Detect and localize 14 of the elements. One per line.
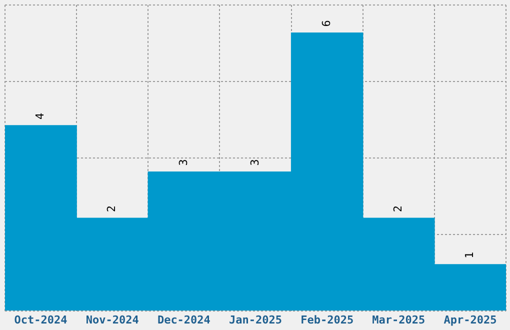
data-label: 2 <box>392 206 404 212</box>
x-tick-label: Apr-2025 <box>444 313 497 326</box>
data-label: 3 <box>176 159 190 166</box>
data-label: 6 <box>320 20 333 27</box>
x-tick-label: Dec-2024 <box>157 313 211 326</box>
data-label: 4 <box>34 112 47 120</box>
data-label: 3 <box>248 159 262 166</box>
x-tick-label: Oct-2024 <box>14 313 68 326</box>
data-label: 2 <box>105 206 118 212</box>
data-label: 1 <box>463 252 476 258</box>
x-tick-label: Nov-2024 <box>86 313 140 326</box>
x-tick-label: Jan-2025 <box>229 313 282 326</box>
x-tick-label: Feb-2025 <box>300 313 354 326</box>
x-tick-label: Mar-2025 <box>372 313 426 326</box>
